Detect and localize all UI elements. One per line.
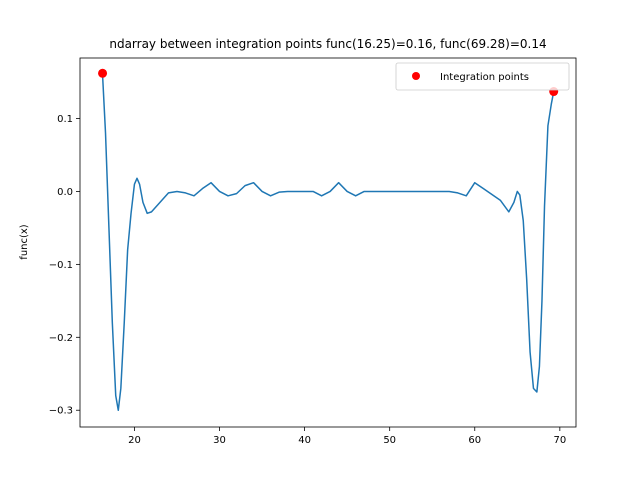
- series-line-0: [101, 74, 555, 411]
- y-tick-label: −0.1: [49, 260, 73, 271]
- x-tick-label: 30: [213, 435, 226, 446]
- axes-frame: [79, 57, 577, 428]
- y-axis-label: func(x): [19, 224, 30, 260]
- integration-point: [98, 68, 108, 78]
- legend: Integration points: [395, 62, 570, 91]
- legend-label-integration-points: Integration points: [440, 72, 529, 83]
- chart-title: ndarray between integration points func(…: [109, 37, 546, 51]
- x-tick-label: 70: [553, 435, 566, 446]
- legend-marker-integration-points: [412, 72, 420, 80]
- legend-box: [395, 62, 570, 91]
- x-tick-label: 60: [468, 435, 481, 446]
- y-tick-label: 0.1: [57, 114, 73, 125]
- y-tick-label: 0.0: [57, 187, 73, 198]
- x-tick-label: 50: [383, 435, 396, 446]
- y-tick-label: −0.2: [49, 333, 73, 344]
- y-tick-label: −0.3: [49, 406, 73, 417]
- x-tick-label: 20: [128, 435, 141, 446]
- axis-ticks: 20 30 40 50 60 70 −0.3 −0.2 −0.1 0.0 0.1: [49, 114, 566, 446]
- x-tick-label: 40: [298, 435, 311, 446]
